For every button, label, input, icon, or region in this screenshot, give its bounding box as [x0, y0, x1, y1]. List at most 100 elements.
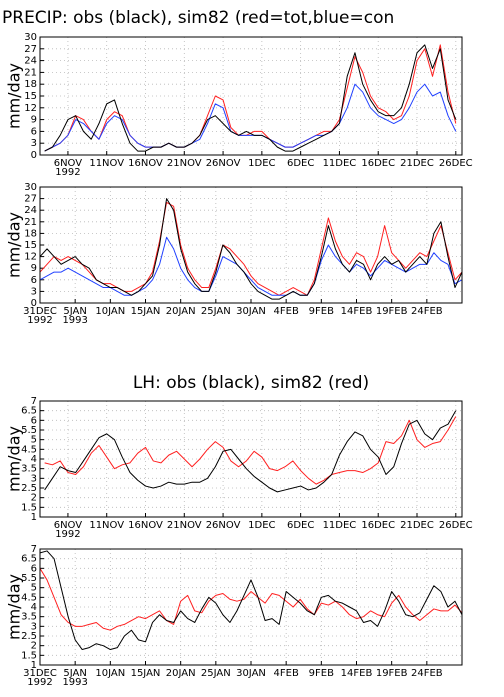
y-tick-label: 5: [31, 435, 37, 446]
x-tick-label: 9FEB: [309, 306, 334, 317]
x-tick-label: 4FEB: [274, 306, 299, 317]
x-tick-label: 1DEC: [248, 520, 275, 531]
x-tick-label: 15JAN: [131, 306, 161, 317]
x-tick-label: 11NOV: [89, 520, 124, 531]
y-tick-label: 0: [31, 298, 37, 309]
x-tick-label: 24FEB: [411, 668, 443, 679]
y-tick-label: 12: [24, 252, 37, 263]
y-tick-label: 5.5: [21, 573, 37, 584]
panel: LH: obs (black), sim82 (red) 11.522.533.5…: [5, 373, 473, 540]
x-tick-label: 6DEC: [287, 158, 314, 169]
y-tick-label: 1.5: [21, 502, 37, 513]
x-tick-label: 26NOV: [206, 158, 241, 169]
y-tick-label: 2.5: [21, 483, 37, 494]
series-line: [44, 416, 457, 485]
x-tick-label: 21DEC: [400, 158, 434, 169]
x-tick-label: 26DEC: [439, 520, 473, 531]
y-tick-label: 6: [31, 563, 37, 574]
x-tick-label: 10JAN: [95, 306, 125, 317]
y-tick-label: 6.5: [21, 406, 37, 417]
x-tick-label: 6DEC: [287, 520, 314, 531]
chart-title: PRECIP: obs (black), sim82 (red=tot,blue…: [2, 8, 394, 28]
y-tick-label: 4.5: [21, 444, 37, 455]
x-tick-label: 16NOV: [128, 520, 163, 531]
x-tick-label: 19FEB: [376, 306, 408, 317]
x-tick-sublabel: 1992: [27, 315, 52, 326]
y-tick-label: 2: [31, 493, 37, 504]
y-tick-label: 3: [31, 473, 37, 484]
y-tick-label: 4: [31, 602, 37, 613]
panel: PRECIP: obs (black), sim82 (red=tot,blue…: [2, 8, 473, 178]
x-tick-label: 21DEC: [400, 520, 434, 531]
series-line: [44, 83, 457, 152]
y-tick-label: 21: [24, 217, 37, 228]
y-tick-label: 5: [31, 583, 37, 594]
x-tick-label: 16DEC: [361, 520, 395, 531]
y-tick-label: 6.5: [21, 554, 37, 565]
x-tick-label: 26NOV: [206, 520, 241, 531]
y-tick-label: 1.5: [21, 650, 37, 661]
x-tick-label: 4FEB: [274, 668, 299, 679]
y-tick-label: 4.5: [21, 592, 37, 603]
series-line: [44, 44, 457, 152]
y-tick-label: 6: [31, 126, 37, 137]
x-tick-label: 5JAN: [63, 668, 86, 679]
x-tick-label: 20JAN: [166, 668, 196, 679]
x-tick-label: 6NOV: [54, 520, 83, 531]
y-axis-label: mm/day: [5, 212, 24, 278]
y-tick-label: 3.5: [21, 612, 37, 623]
y-tick-label: 0: [31, 150, 37, 161]
y-tick-label: 24: [24, 205, 37, 216]
x-tick-sublabel: 1993: [62, 315, 87, 326]
y-tick-label: 18: [24, 228, 37, 239]
x-tick-label: 11DEC: [323, 158, 357, 169]
y-tick-label: 9: [31, 115, 37, 126]
series-line: [39, 236, 463, 296]
x-tick-label: 1DEC: [248, 158, 275, 169]
x-tick-label: 25JAN: [201, 668, 231, 679]
y-tick-label: 3: [31, 621, 37, 632]
y-tick-label: 24: [24, 56, 37, 67]
series-line: [39, 201, 463, 296]
y-tick-label: 3: [31, 138, 37, 149]
y-tick-label: 2: [31, 641, 37, 652]
series-line: [39, 198, 463, 300]
y-tick-label: 6: [31, 415, 37, 426]
y-tick-label: 1: [31, 512, 37, 523]
x-tick-label: 25JAN: [201, 306, 231, 317]
plot-frame: [39, 36, 463, 156]
y-tick-label: 6: [31, 275, 37, 286]
y-tick-label: 9: [31, 263, 37, 274]
x-tick-label: 11NOV: [89, 158, 124, 169]
y-tick-label: 27: [24, 194, 37, 205]
x-tick-label: 10JAN: [95, 668, 125, 679]
x-tick-label: 16NOV: [128, 158, 163, 169]
y-axis-label: mm/day: [5, 426, 24, 492]
y-axis-label: mm/day: [5, 574, 24, 640]
series-line: [39, 550, 463, 651]
y-tick-label: 7: [31, 396, 37, 407]
x-tick-label: 24FEB: [411, 306, 443, 317]
chart-title: LH: obs (black), sim82 (red): [133, 373, 369, 393]
plot-frame: [39, 400, 463, 518]
y-tick-label: 12: [24, 103, 37, 114]
x-tick-label: 16DEC: [361, 158, 395, 169]
y-tick-label: 15: [24, 91, 37, 102]
x-tick-label: 19FEB: [376, 668, 408, 679]
y-tick-label: 4: [31, 454, 37, 465]
x-tick-label: 26DEC: [439, 158, 473, 169]
y-tick-label: 1: [31, 660, 37, 671]
x-tick-label: 11DEC: [323, 520, 357, 531]
y-tick-label: 18: [24, 79, 37, 90]
x-tick-label: 14FEB: [341, 306, 373, 317]
x-tick-label: 30JAN: [236, 306, 266, 317]
y-axis-label: mm/day: [5, 63, 24, 129]
x-tick-sublabel: 1992: [55, 167, 80, 178]
x-tick-sublabel: 1993: [62, 677, 87, 688]
x-tick-sublabel: 1992: [27, 677, 52, 688]
x-tick-label: 9FEB: [309, 668, 334, 679]
y-tick-label: 21: [24, 67, 37, 78]
